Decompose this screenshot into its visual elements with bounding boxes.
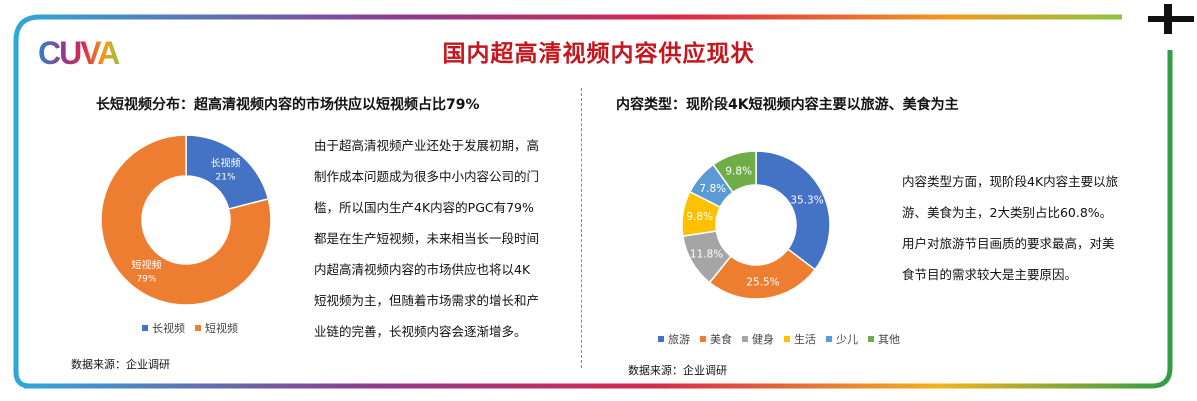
legend-item: 少儿 [826, 331, 858, 347]
right-paragraph-line: 游、美食为主，2大类别占比60.8%。 [902, 205, 1113, 220]
slice-label-0: 35.3% [790, 195, 823, 207]
legend-swatch [784, 336, 790, 342]
right-paragraph-line: 内容类型方面，现阶段4K内容主要以旅 [902, 174, 1119, 189]
slice-label-2: 11.8% [690, 248, 723, 260]
legend-label: 长视频 [152, 322, 185, 335]
legend-label: 健身 [752, 333, 774, 346]
legend-swatch [742, 336, 748, 342]
slice-label-1: 短视频 [131, 258, 161, 271]
right-paragraph-line: 用户对旅游节目画质的要求最高，对美 [902, 236, 1115, 251]
legend-label: 生活 [794, 333, 816, 346]
slice-5 [712, 150, 757, 194]
left-paragraph-line: 都是在生产短视频，未来相当长一段时间 [314, 231, 540, 246]
right-panel-title: 内容类型：现阶段4K短视频内容主要以旅游、美食为主 [616, 97, 959, 113]
right-paragraph: 内容类型方面，现阶段4K内容主要以旅 游、美食为主，2大类别占比60.8%。 用户对… [902, 166, 1170, 290]
legend-item: 长视频 [142, 320, 185, 336]
content-type-donut-chart: 35.3% 25.5% 11.8% 9.8% 7.8% 9.8% [681, 150, 831, 300]
left-paragraph-line: 制作成本问题成为很多中小内容公司的门 [314, 169, 540, 184]
left-paragraph-line: 短视频为主，但随着市场需求的增长和产 [314, 293, 540, 308]
left-paragraph-line: 内超高清视频内容的市场供应也将以4K [314, 262, 531, 277]
legend-item: 生活 [784, 331, 816, 347]
right-paragraph-line: 食节目的需求较大是主要原因。 [902, 267, 1078, 282]
slice-label-1: 79% [136, 274, 156, 284]
right-chart-legend: 旅游 美食 健身 生活 少儿 其他 [658, 331, 900, 347]
legend-label: 其他 [878, 333, 900, 346]
legend-swatch [868, 336, 874, 342]
legend-label: 美食 [710, 333, 732, 346]
slice-1 [100, 134, 272, 306]
svg-text:CUVA: CUVA [38, 35, 120, 70]
slice-label-0: 21% [216, 173, 236, 183]
plus-icon [1148, 4, 1194, 34]
legend-item: 旅游 [658, 331, 690, 347]
panel-divider [581, 88, 582, 368]
legend-swatch [826, 336, 832, 342]
legend-swatch [700, 336, 706, 342]
slice-label-3: 9.8% [686, 211, 713, 223]
slice-0 [755, 150, 831, 271]
legend-item: 短视频 [195, 320, 238, 336]
legend-swatch [658, 336, 664, 342]
legend-swatch [195, 325, 201, 331]
left-panel-title: 长短视频分布：超高清视频内容的市场供应以短视频占比79% [96, 97, 480, 113]
page-title: 国内超高清视频内容供应现状 [442, 41, 755, 67]
left-chart-legend: 长视频 短视频 [142, 320, 238, 336]
left-paragraph-line: 由于超高清视频产业还处于发展初期，高 [314, 138, 540, 153]
slice-label-4: 7.8% [699, 183, 726, 195]
legend-label: 少儿 [836, 333, 858, 346]
legend-item: 健身 [742, 331, 774, 347]
legend-label: 短视频 [205, 322, 238, 335]
right-source-note: 数据来源：企业调研 [628, 364, 727, 377]
legend-swatch [142, 325, 148, 331]
left-paragraph: 由于超高清视频产业还处于发展初期，高 制作成本问题成为很多中小内容公司的门 槛，所以… [314, 130, 560, 347]
slice-label-0: 长视频 [211, 157, 241, 170]
slice-label-1: 25.5% [746, 277, 779, 289]
long-short-video-donut-chart: 长视频 21% 短视频 79% [100, 134, 272, 306]
cuva-logo: CUVA [38, 35, 122, 70]
left-source-note: 数据来源：企业调研 [71, 358, 170, 371]
slice-label-5: 9.8% [725, 166, 752, 178]
left-paragraph-line: 业链的完善，长视频内容会逐渐增多。 [314, 324, 527, 339]
left-paragraph-line: 槛，所以国内生产4K内容的PGC有79% [314, 200, 534, 215]
legend-label: 旅游 [668, 333, 690, 346]
legend-item: 其他 [868, 331, 900, 347]
legend-item: 美食 [700, 331, 732, 347]
